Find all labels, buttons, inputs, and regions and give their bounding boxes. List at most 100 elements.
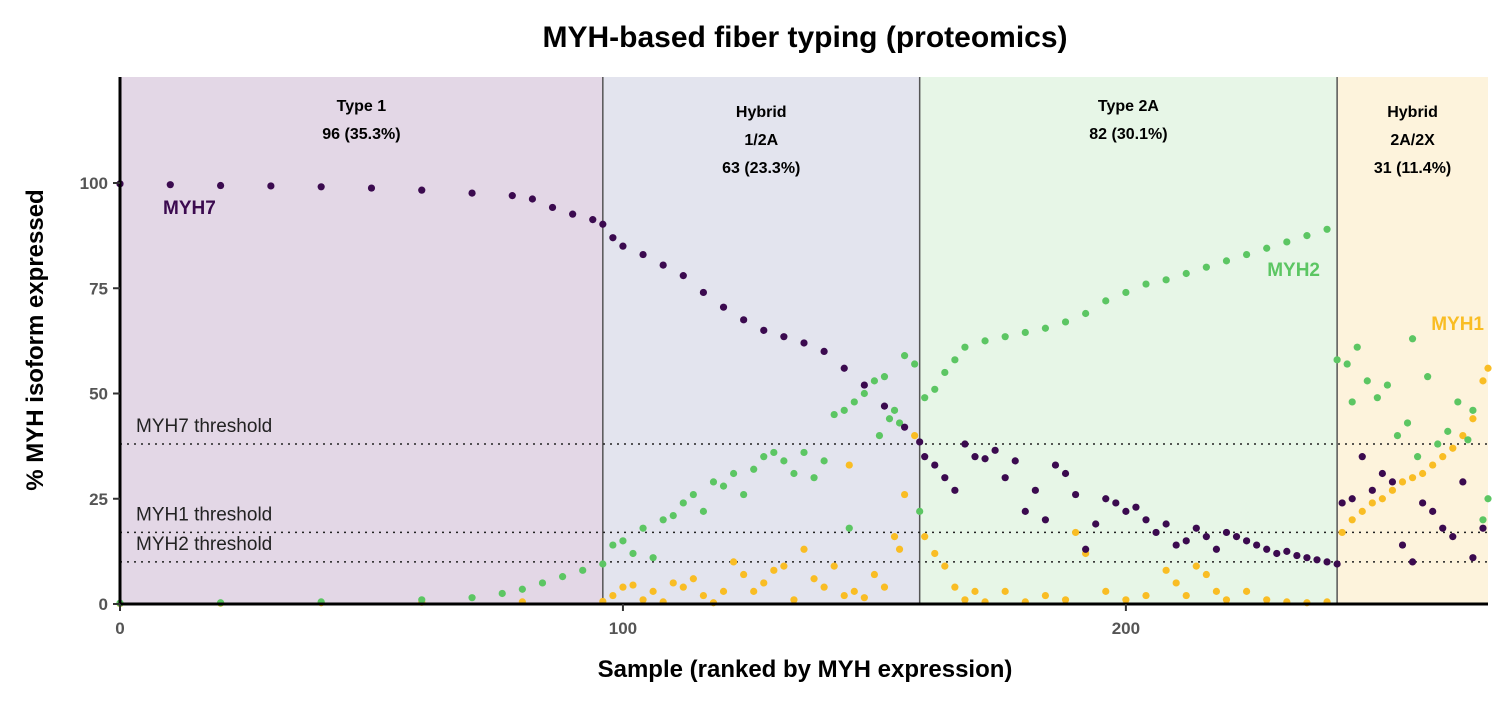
data-point-myh2 bbox=[1424, 373, 1432, 381]
data-point-myh7 bbox=[267, 182, 275, 190]
y-tick-label: 75 bbox=[89, 279, 108, 298]
data-point-myh7 bbox=[1041, 516, 1050, 524]
data-point-myh1 bbox=[895, 545, 904, 553]
data-point-myh7 bbox=[1253, 541, 1261, 549]
data-point-myh2 bbox=[1383, 381, 1392, 389]
data-point-myh1 bbox=[810, 575, 818, 583]
data-point-myh2 bbox=[1061, 318, 1070, 326]
data-point-myh1 bbox=[1001, 587, 1009, 595]
data-point-myh2 bbox=[850, 398, 858, 406]
data-point-myh2 bbox=[1363, 377, 1371, 385]
data-point-myh1 bbox=[669, 579, 677, 587]
data-point-myh2 bbox=[1242, 250, 1251, 259]
data-point-myh1 bbox=[800, 545, 808, 553]
data-point-myh7 bbox=[921, 453, 929, 461]
data-point-myh7 bbox=[1112, 499, 1120, 507]
data-point-myh7 bbox=[1293, 551, 1301, 560]
data-point-myh7 bbox=[599, 220, 607, 228]
data-point-myh2 bbox=[1082, 309, 1090, 318]
data-point-myh2 bbox=[579, 566, 587, 574]
data-point-myh7 bbox=[1429, 507, 1437, 515]
data-point-myh7 bbox=[1132, 503, 1140, 511]
data-point-myh2 bbox=[800, 448, 808, 457]
data-point-myh2 bbox=[790, 469, 798, 478]
region-label: 31 (11.4%) bbox=[1374, 160, 1451, 177]
data-point-myh7 bbox=[760, 326, 768, 334]
y-tick-label: 50 bbox=[89, 385, 108, 404]
data-point-myh2 bbox=[941, 368, 949, 377]
data-point-myh1 bbox=[1378, 495, 1386, 503]
data-point-myh7 bbox=[569, 210, 577, 218]
region-label: 63 (23.3%) bbox=[722, 160, 800, 177]
data-point-myh1 bbox=[840, 591, 848, 600]
data-point-myh1 bbox=[1439, 453, 1447, 461]
data-point-myh2 bbox=[845, 524, 853, 532]
data-point-myh7 bbox=[216, 181, 225, 190]
data-point-myh7 bbox=[1348, 495, 1356, 503]
data-point-myh7 bbox=[1303, 554, 1311, 562]
data-point-myh7 bbox=[931, 461, 939, 469]
data-point-myh7 bbox=[1459, 478, 1467, 486]
region-band bbox=[602, 77, 920, 604]
data-point-myh7 bbox=[971, 453, 979, 461]
data-point-myh2 bbox=[699, 507, 708, 515]
data-point-myh7 bbox=[780, 333, 788, 341]
data-point-myh1 bbox=[689, 575, 697, 583]
data-point-myh1 bbox=[609, 591, 617, 600]
data-point-myh2 bbox=[1413, 453, 1422, 461]
data-point-myh2 bbox=[1469, 406, 1477, 414]
region-band bbox=[919, 77, 1338, 604]
data-point-myh7 bbox=[1368, 486, 1376, 494]
threshold-label: MYH7 threshold bbox=[136, 416, 272, 437]
data-point-myh7 bbox=[1182, 537, 1190, 545]
data-point-myh7 bbox=[840, 364, 848, 372]
data-point-myh7 bbox=[1102, 495, 1110, 503]
data-point-myh1 bbox=[1338, 528, 1346, 537]
data-point-myh1 bbox=[820, 583, 828, 591]
data-point-myh2 bbox=[709, 478, 718, 486]
data-point-myh2 bbox=[860, 389, 868, 398]
data-point-myh2 bbox=[629, 549, 637, 558]
data-point-myh2 bbox=[609, 541, 617, 549]
data-point-myh2 bbox=[669, 511, 677, 520]
data-point-myh2 bbox=[1348, 398, 1356, 406]
data-point-myh1 bbox=[941, 562, 949, 570]
data-point-myh1 bbox=[1202, 570, 1210, 579]
data-point-myh1 bbox=[770, 566, 778, 574]
data-point-myh7 bbox=[1232, 533, 1241, 541]
data-point-myh1 bbox=[880, 583, 889, 591]
data-point-myh1 bbox=[719, 587, 728, 595]
data-point-myh7 bbox=[1398, 541, 1407, 549]
data-point-myh7 bbox=[166, 181, 174, 189]
data-point-myh1 bbox=[750, 587, 758, 595]
data-point-myh2 bbox=[719, 482, 728, 490]
data-point-myh7 bbox=[981, 455, 989, 463]
data-point-myh1 bbox=[951, 583, 959, 591]
data-point-myh2 bbox=[1434, 440, 1442, 448]
region-label: 1/2A bbox=[744, 132, 778, 149]
data-point-myh7 bbox=[941, 474, 949, 482]
data-point-myh7 bbox=[719, 303, 728, 311]
data-point-myh7 bbox=[1449, 533, 1457, 541]
data-point-myh2 bbox=[1403, 419, 1412, 427]
data-point-myh1 bbox=[1459, 432, 1467, 440]
data-point-myh2 bbox=[981, 337, 989, 345]
data-point-myh2 bbox=[1353, 343, 1361, 351]
data-point-myh1 bbox=[1469, 415, 1477, 423]
data-point-myh2 bbox=[1444, 427, 1452, 435]
data-point-myh2 bbox=[468, 594, 476, 602]
data-point-myh1 bbox=[1348, 516, 1356, 524]
data-point-myh1 bbox=[830, 562, 838, 570]
data-point-myh2 bbox=[900, 352, 909, 360]
data-point-myh1 bbox=[1041, 591, 1050, 600]
series-label-myh1: MYH1 bbox=[1431, 314, 1484, 335]
data-point-myh2 bbox=[810, 474, 818, 482]
data-point-myh2 bbox=[830, 410, 838, 419]
data-point-myh7 bbox=[589, 216, 597, 224]
data-point-myh7 bbox=[1479, 524, 1487, 532]
region-label: Type 2A bbox=[1098, 98, 1160, 115]
region-band bbox=[120, 77, 603, 604]
data-point-myh1 bbox=[1484, 364, 1492, 372]
data-point-myh1 bbox=[699, 591, 708, 600]
data-point-myh7 bbox=[659, 261, 667, 269]
